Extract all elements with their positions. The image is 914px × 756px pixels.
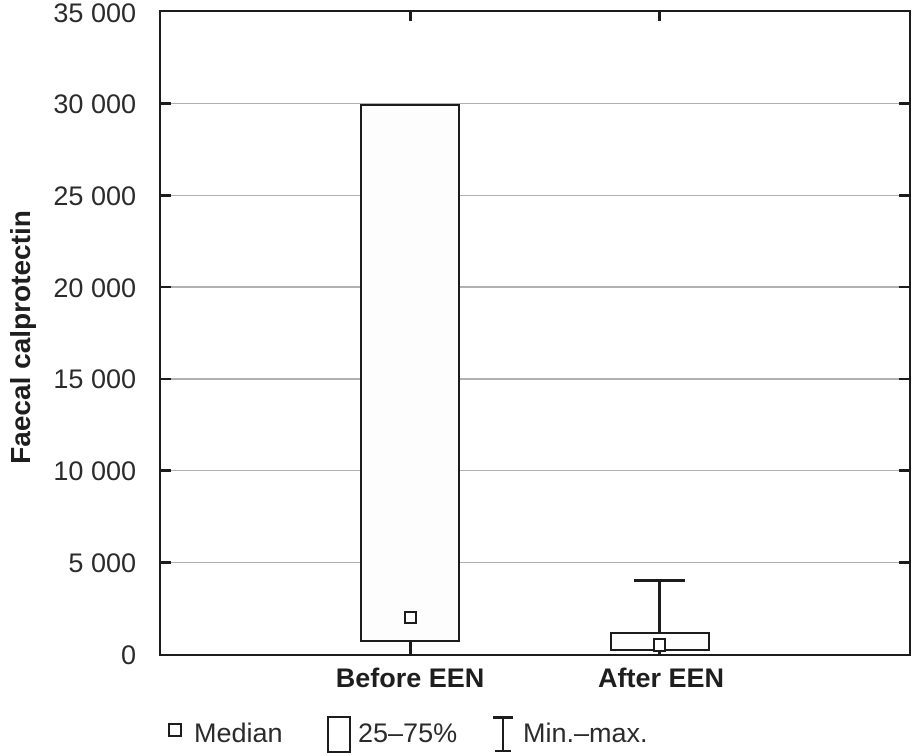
y-tick-label: 30 000 <box>53 89 136 120</box>
whisker-cap <box>634 579 686 582</box>
legend-label-min-max: Min.–max. <box>523 718 648 748</box>
median-marker <box>652 638 667 652</box>
whisker-stem <box>501 716 504 752</box>
y-axis-tick-left <box>161 561 171 564</box>
y-tick-label: 5 000 <box>68 547 136 578</box>
whisker-line <box>658 580 661 632</box>
y-tick-label: 15 000 <box>53 364 136 395</box>
y-tick-label: 20 000 <box>53 272 136 303</box>
x-axis-tick-bottom <box>409 642 412 654</box>
iqr-box <box>360 103 461 643</box>
y-axis-tick-left <box>161 469 171 472</box>
gridline <box>161 469 909 472</box>
y-axis-title: Faecal calprotectin <box>5 210 36 464</box>
y-axis-tick-right <box>899 377 909 381</box>
gridline <box>161 194 909 197</box>
y-axis-tick-right <box>899 102 909 105</box>
y-tick-label: 10 000 <box>53 456 136 487</box>
x-axis-tick-top <box>409 12 412 21</box>
legend-label-25-75: 25–75% <box>358 718 458 748</box>
gridline <box>161 286 909 288</box>
whisker-cap-bottom <box>495 749 511 752</box>
y-axis-tick-left <box>161 102 171 105</box>
y-axis-tick-right <box>899 561 909 564</box>
y-axis-tick-left <box>161 377 171 381</box>
median-square-icon <box>168 723 182 737</box>
plot-area <box>159 10 911 656</box>
y-axis-tick-right <box>899 469 909 472</box>
y-tick-label: 25 000 <box>53 180 136 211</box>
y-axis-tick-left <box>161 285 171 289</box>
gridline <box>161 378 909 380</box>
gridline <box>161 102 909 105</box>
y-axis-tick-right <box>899 194 909 197</box>
box-icon <box>327 716 351 753</box>
legend-label-median: Median <box>194 718 283 748</box>
y-tick-label: 35 000 <box>53 0 136 28</box>
y-tick-label: 0 <box>120 639 136 670</box>
min-max-whisker-icon <box>492 716 514 752</box>
y-axis-tick-right <box>899 285 909 289</box>
y-axis-tick-left <box>161 194 171 197</box>
x-axis-tick-top <box>658 12 661 21</box>
gridline <box>161 561 909 564</box>
median-marker <box>403 610 418 625</box>
category-label-after-een: After EEN <box>597 663 725 693</box>
category-label-before-een: Before EEN <box>335 663 485 693</box>
